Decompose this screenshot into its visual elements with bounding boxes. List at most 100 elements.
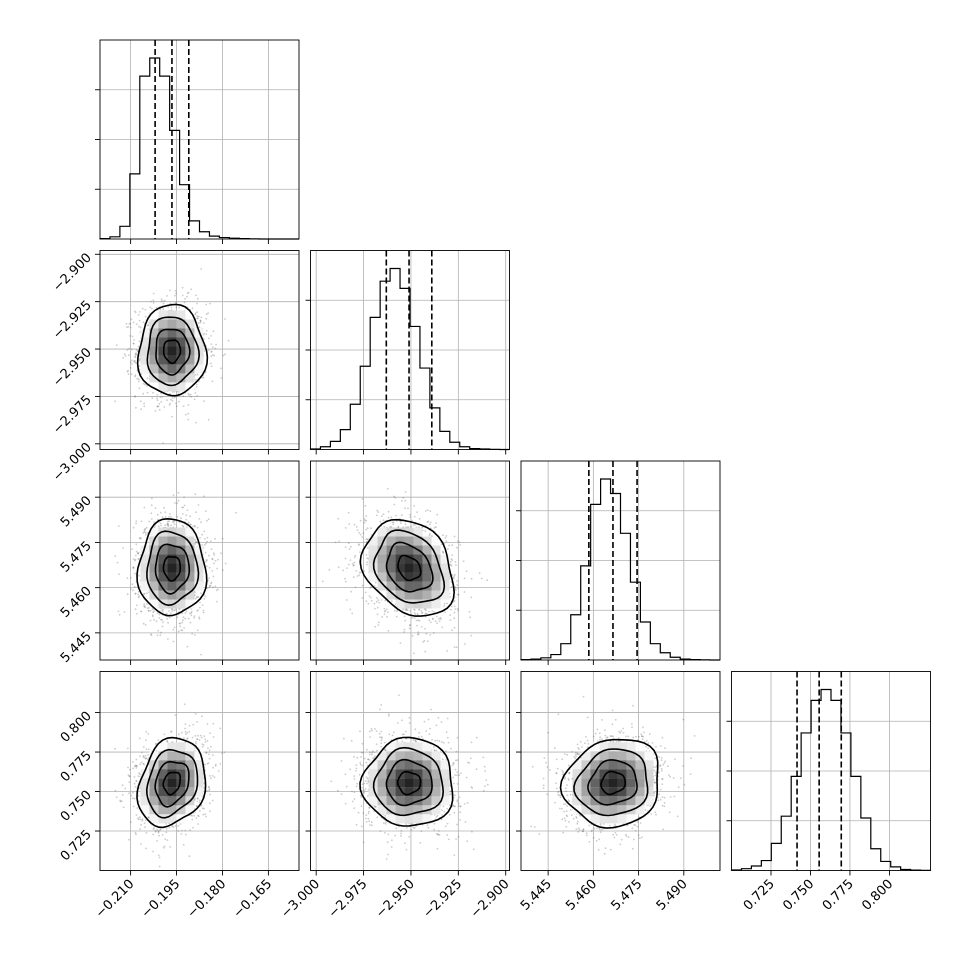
y-tick-label: −2.900 (50, 251, 95, 296)
scatter-point (408, 627, 411, 630)
scatter-point (321, 580, 324, 583)
scatter-point (362, 532, 365, 535)
scatter-point (168, 616, 171, 619)
scatter-point (134, 554, 137, 557)
density-cell (404, 581, 414, 591)
scatter-point (134, 572, 136, 575)
scatter-point (428, 610, 430, 613)
scatter-point (206, 536, 209, 539)
scatter-point (173, 396, 176, 399)
scatter-point (181, 612, 184, 615)
scatter-point (156, 612, 159, 615)
scatter-point (403, 615, 406, 618)
scatter-point (144, 383, 146, 386)
scatter-point (129, 577, 132, 579)
scatter-point (135, 612, 138, 615)
scatter-point (407, 507, 409, 510)
density-cell (377, 563, 387, 573)
scatter-point (361, 597, 364, 599)
histogram-panel-1 (305, 250, 510, 455)
scatter-point (152, 302, 155, 304)
scatter-point (211, 354, 214, 356)
scatter-point (142, 392, 145, 395)
scatter-point (358, 574, 361, 576)
scatter-point (428, 534, 431, 537)
scatter-point (207, 518, 210, 521)
scatter-point (457, 540, 459, 542)
scatter-point (177, 499, 180, 502)
scatter-point (129, 367, 132, 369)
scatter-point (337, 566, 340, 569)
scatter-point (126, 593, 129, 596)
scatter-point (216, 567, 219, 570)
scatter-point (387, 611, 389, 614)
scatter-point (445, 540, 448, 542)
scatter-point (191, 632, 194, 635)
scatter-point (196, 526, 199, 529)
scatter-point (171, 397, 174, 399)
scatter-point (199, 319, 202, 322)
scatter-point (160, 300, 163, 303)
scatter-point (222, 354, 225, 357)
scatter-point (126, 577, 129, 579)
scatter-point (172, 640, 175, 643)
scatter-point (210, 335, 212, 337)
scatter-point (168, 516, 170, 518)
scatter-point (195, 386, 198, 388)
density-cell (395, 536, 405, 546)
scatter-point (418, 620, 421, 622)
y-tick-label: 5.445 (58, 629, 95, 666)
scatter-point (172, 494, 175, 497)
scatter-point (194, 378, 197, 381)
scatter-point (162, 608, 165, 611)
scatter-point (376, 613, 379, 616)
scatter-point (131, 359, 133, 362)
scatter-point (133, 339, 136, 341)
scatter-point (206, 519, 208, 522)
scatter-point (184, 297, 187, 300)
scatter-point (171, 399, 174, 402)
scatter-point (161, 625, 164, 628)
scatter-point (205, 313, 208, 316)
scatter-point (157, 629, 160, 632)
scatter-point (453, 605, 456, 608)
scatter-point (182, 525, 185, 528)
density-cell (422, 572, 432, 582)
scatter-point (139, 400, 142, 403)
scatter-point (196, 373, 199, 376)
scatter-point (190, 395, 193, 398)
density-map (140, 310, 204, 392)
density-cell (377, 554, 387, 564)
scatter-point (164, 299, 166, 302)
scatter-point (382, 513, 385, 516)
scatter-point (178, 306, 181, 309)
gridlines (731, 671, 931, 871)
scatter-point (436, 622, 438, 625)
scatter-point (170, 398, 172, 401)
scatter-point (200, 316, 203, 319)
scatter-point (178, 400, 180, 403)
scatter-point (146, 603, 148, 605)
scatter-point (194, 493, 197, 496)
scatter-point (210, 343, 213, 345)
scatter-point (209, 302, 212, 305)
y-tick-label: −2.925 (50, 298, 95, 343)
scatter-point (442, 534, 444, 537)
scatter-point (140, 408, 143, 411)
scatter-point (403, 631, 406, 633)
scatter-point (416, 511, 418, 513)
scatter-point (366, 561, 368, 564)
scatter-point (162, 302, 165, 305)
scatter-point (162, 442, 164, 444)
scatter-point (134, 359, 136, 362)
scatter-point (134, 396, 136, 398)
scatter-point (186, 295, 188, 298)
scatter-point (131, 583, 134, 586)
scatter-point (127, 354, 130, 357)
scatter-point (349, 545, 352, 548)
scatter-point (141, 307, 144, 310)
scatter-point (444, 536, 447, 539)
scatter-point (449, 614, 452, 616)
scatter-point (360, 571, 362, 574)
scatter-point (187, 404, 190, 406)
